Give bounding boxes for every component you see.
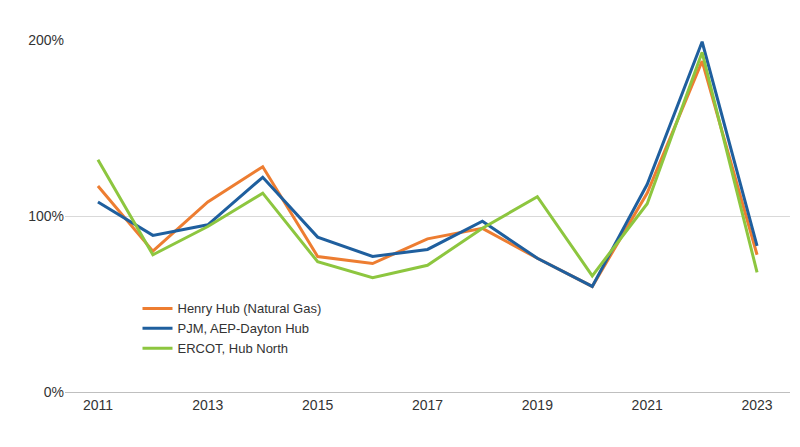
svg-text:200%: 200% — [28, 32, 64, 48]
svg-text:2015: 2015 — [302, 397, 333, 413]
svg-text:2017: 2017 — [412, 397, 443, 413]
svg-text:2011: 2011 — [83, 397, 113, 413]
svg-text:0%: 0% — [44, 384, 64, 400]
svg-text:ERCOT, Hub North: ERCOT, Hub North — [178, 341, 289, 356]
svg-text:2019: 2019 — [522, 397, 553, 413]
svg-text:100%: 100% — [28, 208, 64, 224]
svg-text:2023: 2023 — [741, 397, 772, 413]
svg-text:2021: 2021 — [632, 397, 663, 413]
svg-text:2013: 2013 — [192, 397, 223, 413]
svg-text:Henry Hub (Natural Gas): Henry Hub (Natural Gas) — [178, 301, 322, 316]
svg-text:PJM, AEP-Dayton Hub: PJM, AEP-Dayton Hub — [178, 321, 310, 336]
